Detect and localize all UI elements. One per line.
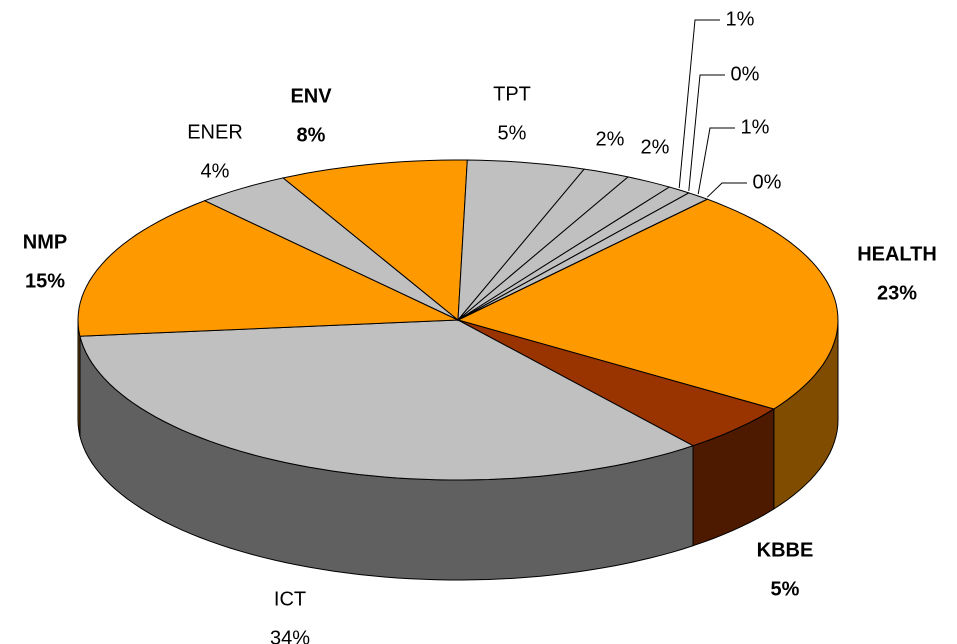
- category-label: NMP: [23, 231, 67, 253]
- slice: [77, 200, 459, 337]
- slice: [457, 159, 586, 322]
- category-label: ENER: [187, 121, 243, 143]
- value-label: 0%: [753, 171, 782, 193]
- value-label: 15%: [25, 270, 65, 292]
- slice: [281, 159, 468, 322]
- category-label: ICT: [274, 588, 306, 610]
- leader-line: [706, 182, 747, 198]
- slice: [457, 198, 708, 321]
- slice: [203, 177, 459, 321]
- value-label: 1%: [741, 116, 770, 138]
- category-label: HEALTH: [857, 243, 937, 265]
- category-label: TPT: [493, 83, 531, 105]
- value-label: 8%: [297, 124, 326, 146]
- value-label: 5%: [771, 578, 800, 600]
- value-label: 2%: [596, 128, 625, 150]
- value-label: 0%: [731, 63, 760, 85]
- category-label: ENV: [290, 85, 332, 107]
- leader-line: [678, 19, 720, 188]
- value-label: 1%: [726, 8, 755, 30]
- leader-line: [697, 127, 735, 195]
- value-label: 5%: [498, 122, 527, 144]
- value-label: 23%: [877, 282, 917, 304]
- slice: [457, 319, 776, 447]
- slice-side: [77, 319, 81, 437]
- value-label: 4%: [201, 160, 230, 182]
- category-label: KBBE: [757, 539, 814, 561]
- slice: [79, 319, 695, 481]
- slice: [456, 198, 839, 410]
- value-label: 34%: [270, 627, 310, 644]
- leader-line: [688, 74, 725, 191]
- value-label: 2%: [641, 136, 670, 158]
